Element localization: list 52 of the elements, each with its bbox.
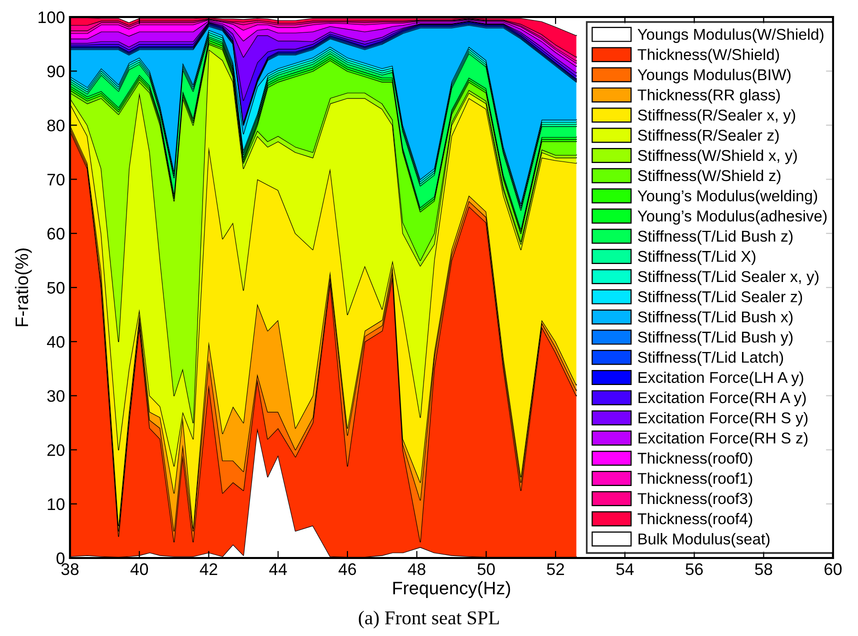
legend-label: Stiffness(W/Shield x, y)	[638, 150, 797, 164]
x-tick-label: 52	[546, 563, 564, 576]
y-tick-label: 80	[47, 120, 64, 132]
legend-label: Youngs Modulus(BIW)	[638, 68, 791, 84]
legend-label: Thickness(W/Shield)	[638, 48, 779, 64]
x-tick-label: 46	[338, 563, 356, 576]
y-tick-label: 10	[48, 498, 64, 510]
y-tick-label: 20	[47, 444, 64, 456]
y-axis-title: F-ratio(%)	[14, 248, 32, 326]
legend-label: Excitation Force(LH A y)	[638, 372, 804, 386]
legend-label: Bulk Modulus(seat)	[638, 533, 770, 548]
legend-label: Stiffness(T/Lid X)	[638, 250, 756, 265]
legend-label: Thickness(RR glass)	[638, 89, 780, 104]
text: (a) Front seat SPL	[358, 610, 499, 628]
x-tick-label: 50	[478, 563, 495, 576]
y-tick-label: 100	[38, 11, 64, 24]
y-tick-label: 90	[47, 66, 64, 78]
legend-label: Stiffness(T/Lid Bush z)	[638, 230, 793, 245]
legend-label: Stiffness(T/Lid Bush y)	[638, 331, 793, 346]
x-tick-label: 42	[200, 563, 218, 575]
legend-label: Excitation Force(RH S z)	[638, 432, 808, 447]
legend-label: Youngs Modulus(W/Shield)	[638, 28, 824, 43]
y-tick-label: 50	[47, 282, 64, 294]
x-axis-title: Frequency(Hz)	[393, 581, 510, 598]
legend-label: Young’s Modulus(adhesive)	[638, 210, 827, 225]
legend-label: Stiffness(T/Lid Bush x)	[638, 311, 793, 326]
x-tick-label: 54	[616, 563, 634, 576]
x-tick-label: 56	[686, 563, 703, 576]
y-tick-label: 60	[47, 228, 64, 240]
x-tick-label: 38	[61, 563, 79, 576]
legend-label: Excitation Force(RH S y)	[638, 412, 808, 426]
y-tick-label: 0	[56, 552, 64, 564]
legend-label: Thickness(roof3)	[638, 492, 752, 508]
x-tick-label: 60	[824, 563, 842, 576]
y-tick-label: 40	[46, 336, 64, 348]
legend-label: Stiffness(T/Lid Sealer x, y)	[638, 270, 818, 286]
x-tick-label: 48	[408, 563, 426, 576]
legend-label: Stiffness(W/Shield z)	[638, 170, 780, 184]
legend-label: Stiffness(R/Sealer x, y)	[638, 109, 796, 124]
x-tick-label: 40	[130, 563, 148, 576]
y-tick-label: 30	[47, 390, 64, 402]
legend-label: Thickness(roof4)	[638, 512, 752, 528]
legend-label: Stiffness(T/Lid Sealer z)	[638, 290, 802, 306]
legend-label: Stiffness(R/Sealer z)	[638, 129, 779, 144]
x-tick-label: 44	[269, 563, 287, 575]
y-tick-label: 70	[47, 174, 64, 186]
x-tick-label: 58	[755, 563, 772, 576]
legend-label: Thickness(roof1)	[638, 472, 752, 487]
legend-label: Excitation Force(RH A y)	[638, 392, 806, 406]
legend-label: Stiffness(T/Lid Latch)	[638, 351, 784, 366]
legend-label: Thickness(roof0)	[638, 452, 752, 467]
legend-label: Young’s Modulus(welding)	[638, 190, 818, 204]
